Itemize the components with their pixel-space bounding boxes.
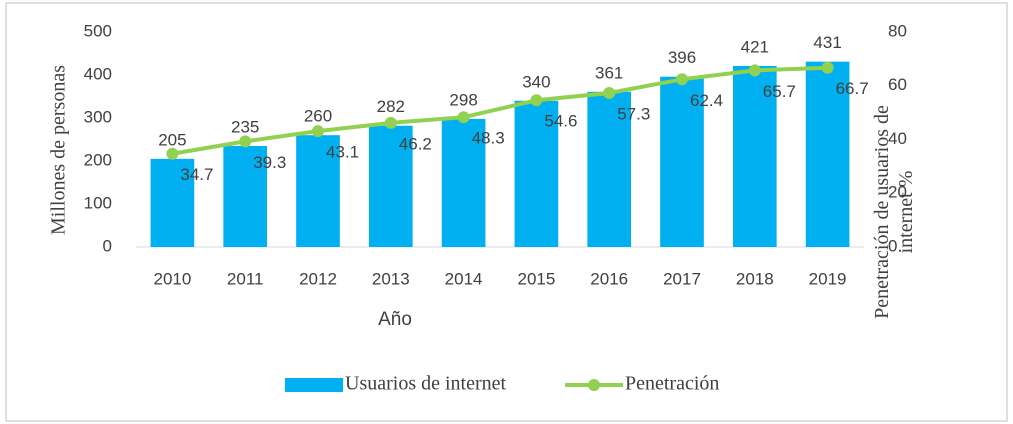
bar	[223, 145, 268, 247]
line	[172, 65, 828, 156]
line-value-label: 39.3	[253, 153, 286, 172]
x-tick-label: 2019	[809, 269, 847, 288]
y2-tick-label: 80	[888, 21, 907, 40]
bar-value-label: 298	[449, 90, 477, 109]
bar	[296, 135, 340, 247]
bar-value-label: 361	[595, 63, 623, 82]
line-value-label: 57.3	[617, 104, 650, 123]
x-tick-label: 2014	[445, 269, 483, 288]
line-marker	[676, 73, 688, 86]
bar-value-label: 260	[304, 107, 332, 126]
bar	[587, 91, 632, 248]
legend-marker	[588, 379, 600, 391]
line-marker	[166, 147, 179, 160]
bar	[441, 118, 486, 247]
line-value-label: 65.7	[763, 82, 796, 101]
x-axis-label: Año	[378, 309, 412, 330]
y-tick-label: 300	[84, 107, 112, 126]
y-tick-label: 200	[84, 150, 112, 169]
y2-tick-label: 20	[888, 183, 907, 202]
bar	[732, 65, 777, 247]
legend-swatch	[285, 378, 343, 392]
x-tick-label: 2018	[736, 269, 774, 288]
line-marker	[239, 135, 252, 148]
line-value-label: 62.4	[690, 91, 723, 110]
bar	[150, 158, 195, 247]
line-value-label: 34.7	[180, 165, 213, 184]
legend-label: Usuarios de internet	[345, 373, 507, 395]
x-tick-label: 2012	[299, 269, 337, 288]
x-tick-label: 2011	[227, 269, 264, 288]
bar-value-label: 282	[377, 97, 405, 116]
line-value-label: 48.3	[472, 129, 505, 148]
line-marker	[530, 94, 543, 107]
y-tick-label: 100	[84, 193, 112, 212]
bar-value-label: 396	[668, 48, 696, 67]
line-marker	[312, 125, 324, 138]
x-tick-label: 2013	[372, 269, 410, 288]
line-value-label: 43.1	[326, 143, 359, 162]
bar	[514, 100, 559, 247]
bar	[368, 125, 413, 247]
y2-tick-label: 0	[888, 236, 897, 255]
x-tick-label: 2015	[517, 269, 555, 288]
bar-value-label: 235	[231, 117, 259, 136]
y-tick-label: 400	[84, 64, 112, 83]
x-tick-label: 2017	[663, 269, 701, 288]
bar-value-label: 340	[522, 72, 550, 91]
line-marker	[748, 64, 761, 77]
line-value-label: 46.2	[399, 134, 432, 153]
x-tick-label: 2016	[590, 269, 628, 288]
y-axis-label: Millones de personas	[48, 65, 70, 235]
y2-tick-label: 40	[888, 129, 907, 148]
line-marker	[821, 61, 834, 74]
x-tick-label: 2010	[153, 269, 191, 288]
bar	[660, 76, 704, 247]
line-marker	[384, 116, 397, 129]
bar-value-label: 205	[158, 130, 186, 149]
line-marker	[457, 111, 470, 124]
line-value-label: 54.6	[544, 112, 577, 131]
bar-value-label: 431	[813, 33, 841, 52]
bar	[805, 61, 850, 247]
y-tick-label: 0	[103, 236, 112, 255]
chart-border	[5, 2, 1008, 422]
line-marker	[603, 87, 616, 100]
y-tick-label: 500	[84, 21, 112, 40]
bar-value-label: 421	[741, 37, 769, 56]
y2-tick-label: 60	[888, 75, 907, 94]
line-value-label: 66.7	[836, 79, 869, 98]
legend-label: Penetración	[625, 373, 719, 395]
y2-axis-label: Penetración de usuarios de internet %	[871, 105, 917, 319]
